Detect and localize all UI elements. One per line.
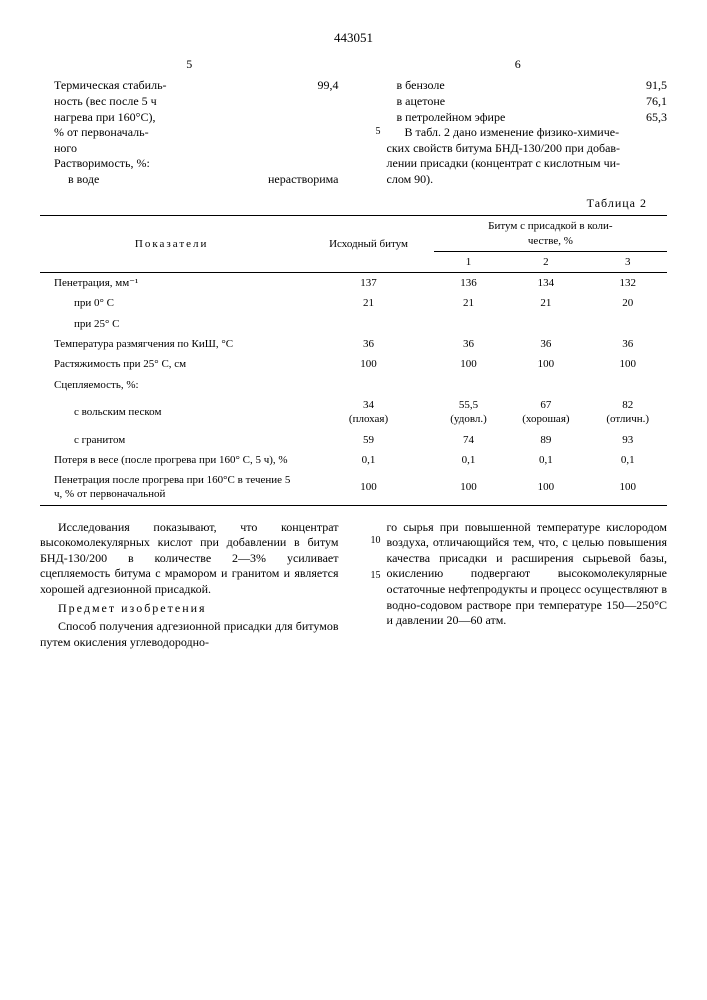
table-row: Растяжимость при 25° С, см100100100100 (40, 354, 667, 374)
water-label: в воде (40, 172, 268, 188)
data-table: Показатели Исходный битум Битум с присад… (40, 215, 667, 505)
cell (503, 314, 588, 334)
row-label: Температура размягчения по КиШ, °С (40, 334, 303, 354)
benzene-label: в бензоле (369, 78, 608, 94)
benzene-value: 91,5 (607, 78, 667, 94)
col-num-right: 6 (369, 57, 668, 73)
table-row: Сцепляемость, %: (40, 375, 667, 395)
line-number-15: 15 (369, 569, 387, 582)
cell: 67 (хорошая) (503, 395, 588, 430)
th-3: 3 (588, 251, 667, 272)
cell: 100 (503, 470, 588, 505)
acetone-label: в ацетоне (369, 94, 608, 110)
cell: 0,1 (303, 450, 433, 470)
acetone-value: 76,1 (607, 94, 667, 110)
cell: 100 (303, 470, 433, 505)
therm-stability-value: 99,4 (279, 78, 339, 156)
therm-stability-label: Термическая стабиль- ность (вес после 5 … (40, 78, 279, 156)
cell (434, 314, 504, 334)
research-paragraph: Исследования показывают, что концентрат … (40, 520, 339, 598)
cell: 100 (588, 354, 667, 374)
cell: 82 (отличн.) (588, 395, 667, 430)
cell: 21 (303, 293, 433, 313)
cell: 36 (588, 334, 667, 354)
table-row: с вольским песком34 (плохая)55,5 (удовл.… (40, 395, 667, 430)
bottom-columns: Исследования показывают, что концентрат … (40, 520, 667, 654)
row-label: при 0° С (40, 293, 303, 313)
th-indicators: Показатели (40, 216, 303, 273)
cell: 0,1 (588, 450, 667, 470)
cell: 100 (588, 470, 667, 505)
document-number: 443051 (40, 30, 667, 47)
cell (588, 375, 667, 395)
cell (303, 314, 433, 334)
cell: 89 (503, 430, 588, 450)
cell: 36 (303, 334, 433, 354)
cell: 36 (434, 334, 504, 354)
cell: 137 (303, 273, 433, 294)
cell: 93 (588, 430, 667, 450)
cell: 20 (588, 293, 667, 313)
left-column: 5 Термическая стабиль- ность (вес после … (40, 57, 339, 188)
row-label: Пенетрация после прогрева при 160°С в те… (40, 470, 303, 505)
solubility-label: Растворимость, %: (40, 156, 339, 172)
th-additive: Битум с присадкой в коли- честве, % (434, 216, 667, 252)
th-1: 1 (434, 251, 504, 272)
table-row: при 25° С (40, 314, 667, 334)
bottom-right: 10 го сырья при повышенной температуре к… (369, 520, 668, 654)
cell (303, 375, 433, 395)
th-2: 2 (503, 251, 588, 272)
right-column: 6 в бензоле91,5 в ацетоне76,1 в петролей… (369, 57, 668, 188)
cell: 0,1 (434, 450, 504, 470)
cell: 100 (503, 354, 588, 374)
row-label: с гранитом (40, 430, 303, 450)
cell: 34 (плохая) (303, 395, 433, 430)
invention-subject-heading: Предмет изобретения (40, 601, 339, 617)
cell: 134 (503, 273, 588, 294)
table-row: Температура размягчения по КиШ, °С363636… (40, 334, 667, 354)
cell: 21 (434, 293, 504, 313)
col-num-left: 5 (40, 57, 339, 73)
table-label: Таблица 2 (40, 196, 647, 212)
line-number-5: 5 (369, 125, 387, 187)
table-row: при 0° С21212120 (40, 293, 667, 313)
petro-label: в петролейном эфире (369, 110, 608, 126)
bottom-left: Исследования показывают, что концентрат … (40, 520, 339, 654)
right-paragraph: В табл. 2 дано изменение физико-химиче- … (387, 125, 668, 187)
cell (434, 375, 504, 395)
cell: 132 (588, 273, 667, 294)
cell: 59 (303, 430, 433, 450)
water-value: нерастворима (268, 172, 339, 188)
cell: 55,5 (удовл.) (434, 395, 504, 430)
method-paragraph-start: Способ получения адгезионной присадки дл… (40, 619, 339, 650)
cell: 136 (434, 273, 504, 294)
row-label: Растяжимость при 25° С, см (40, 354, 303, 374)
cell (588, 314, 667, 334)
cell: 0,1 (503, 450, 588, 470)
cell (503, 375, 588, 395)
cell: 21 (503, 293, 588, 313)
cell: 74 (434, 430, 504, 450)
row-label: при 25° С (40, 314, 303, 334)
cell: 100 (434, 354, 504, 374)
table-row: Пенетрация, мм⁻¹137136134132 (40, 273, 667, 294)
row-label: с вольским песком (40, 395, 303, 430)
table-row: с гранитом59748993 (40, 430, 667, 450)
cell: 36 (503, 334, 588, 354)
cell: 100 (434, 470, 504, 505)
petro-value: 65,3 (607, 110, 667, 126)
table-row: Пенетрация после прогрева при 160°С в те… (40, 470, 667, 505)
row-label: Пенетрация, мм⁻¹ (40, 273, 303, 294)
row-label: Сцепляемость, %: (40, 375, 303, 395)
row-label: Потеря в весе (после прогрева при 160° С… (40, 450, 303, 470)
top-columns: 5 Термическая стабиль- ность (вес после … (40, 57, 667, 188)
cell: 100 (303, 354, 433, 374)
th-initial: Исходный битум (303, 216, 433, 273)
table-row: Потеря в весе (после прогрева при 160° С… (40, 450, 667, 470)
